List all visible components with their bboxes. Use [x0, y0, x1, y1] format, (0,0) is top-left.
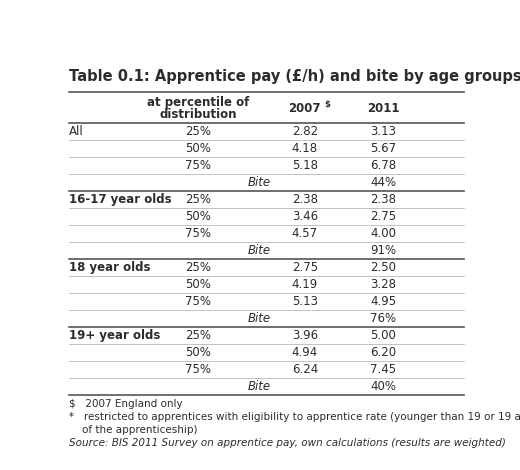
Text: 6.20: 6.20 — [370, 346, 396, 359]
Text: Table 0.1: Apprentice pay (£/h) and bite by age groups: Table 0.1: Apprentice pay (£/h) and bite… — [69, 69, 520, 84]
Text: 50%: 50% — [185, 278, 211, 291]
Text: 5.67: 5.67 — [370, 142, 396, 155]
Text: 50%: 50% — [185, 210, 211, 223]
Text: 4.19: 4.19 — [292, 278, 318, 291]
Text: 5.00: 5.00 — [370, 329, 396, 342]
Text: of the apprenticeship): of the apprenticeship) — [69, 425, 198, 435]
Text: 2.75: 2.75 — [292, 261, 318, 274]
Text: 25%: 25% — [185, 261, 211, 274]
Text: 16-17 year olds: 16-17 year olds — [69, 193, 172, 206]
Text: 75%: 75% — [185, 295, 211, 308]
Text: 76%: 76% — [370, 312, 396, 325]
Text: 7.45: 7.45 — [370, 363, 396, 376]
Text: 6.24: 6.24 — [292, 363, 318, 376]
Text: 5.13: 5.13 — [292, 295, 318, 308]
Text: 2.82: 2.82 — [292, 125, 318, 138]
Text: 75%: 75% — [185, 363, 211, 376]
Text: 4.95: 4.95 — [370, 295, 396, 308]
Text: 25%: 25% — [185, 193, 211, 206]
Text: $: $ — [324, 100, 330, 109]
Text: 4.00: 4.00 — [370, 227, 396, 240]
Text: All: All — [69, 125, 84, 138]
Text: 91%: 91% — [370, 244, 396, 257]
Text: distribution: distribution — [159, 108, 237, 121]
Text: 3.13: 3.13 — [370, 125, 396, 138]
Text: 50%: 50% — [185, 142, 211, 155]
Text: 2.38: 2.38 — [370, 193, 396, 206]
Text: 75%: 75% — [185, 159, 211, 172]
Text: $   2007 England only: $ 2007 England only — [69, 399, 183, 409]
Text: 50%: 50% — [185, 346, 211, 359]
Text: Bite: Bite — [248, 312, 271, 325]
Text: 2.50: 2.50 — [370, 261, 396, 274]
Text: 6.78: 6.78 — [370, 159, 396, 172]
Text: 2.75: 2.75 — [370, 210, 396, 223]
Text: 5.18: 5.18 — [292, 159, 318, 172]
Text: 2011: 2011 — [367, 102, 400, 115]
Text: 3.28: 3.28 — [370, 278, 396, 291]
Text: 4.18: 4.18 — [292, 142, 318, 155]
Text: Source: BIS 2011 Survey on apprentice pay, own calculations (results are weighte: Source: BIS 2011 Survey on apprentice pa… — [69, 438, 506, 448]
Text: *   restricted to apprentices with eligibility to apprentice rate (younger than : * restricted to apprentices with eligibi… — [69, 412, 520, 422]
Text: 3.96: 3.96 — [292, 329, 318, 342]
Text: 25%: 25% — [185, 329, 211, 342]
Text: Bite: Bite — [248, 176, 271, 189]
Text: 4.57: 4.57 — [292, 227, 318, 240]
Text: 19+ year olds: 19+ year olds — [69, 329, 160, 342]
Text: 2.38: 2.38 — [292, 193, 318, 206]
Text: 40%: 40% — [370, 380, 396, 393]
Text: Bite: Bite — [248, 380, 271, 393]
Text: at percentile of: at percentile of — [147, 96, 249, 109]
Text: 2007: 2007 — [289, 102, 321, 115]
Text: Bite: Bite — [248, 244, 271, 257]
Text: 18 year olds: 18 year olds — [69, 261, 150, 274]
Text: 3.46: 3.46 — [292, 210, 318, 223]
Text: 44%: 44% — [370, 176, 396, 189]
Text: 75%: 75% — [185, 227, 211, 240]
Text: 4.94: 4.94 — [292, 346, 318, 359]
Text: 25%: 25% — [185, 125, 211, 138]
